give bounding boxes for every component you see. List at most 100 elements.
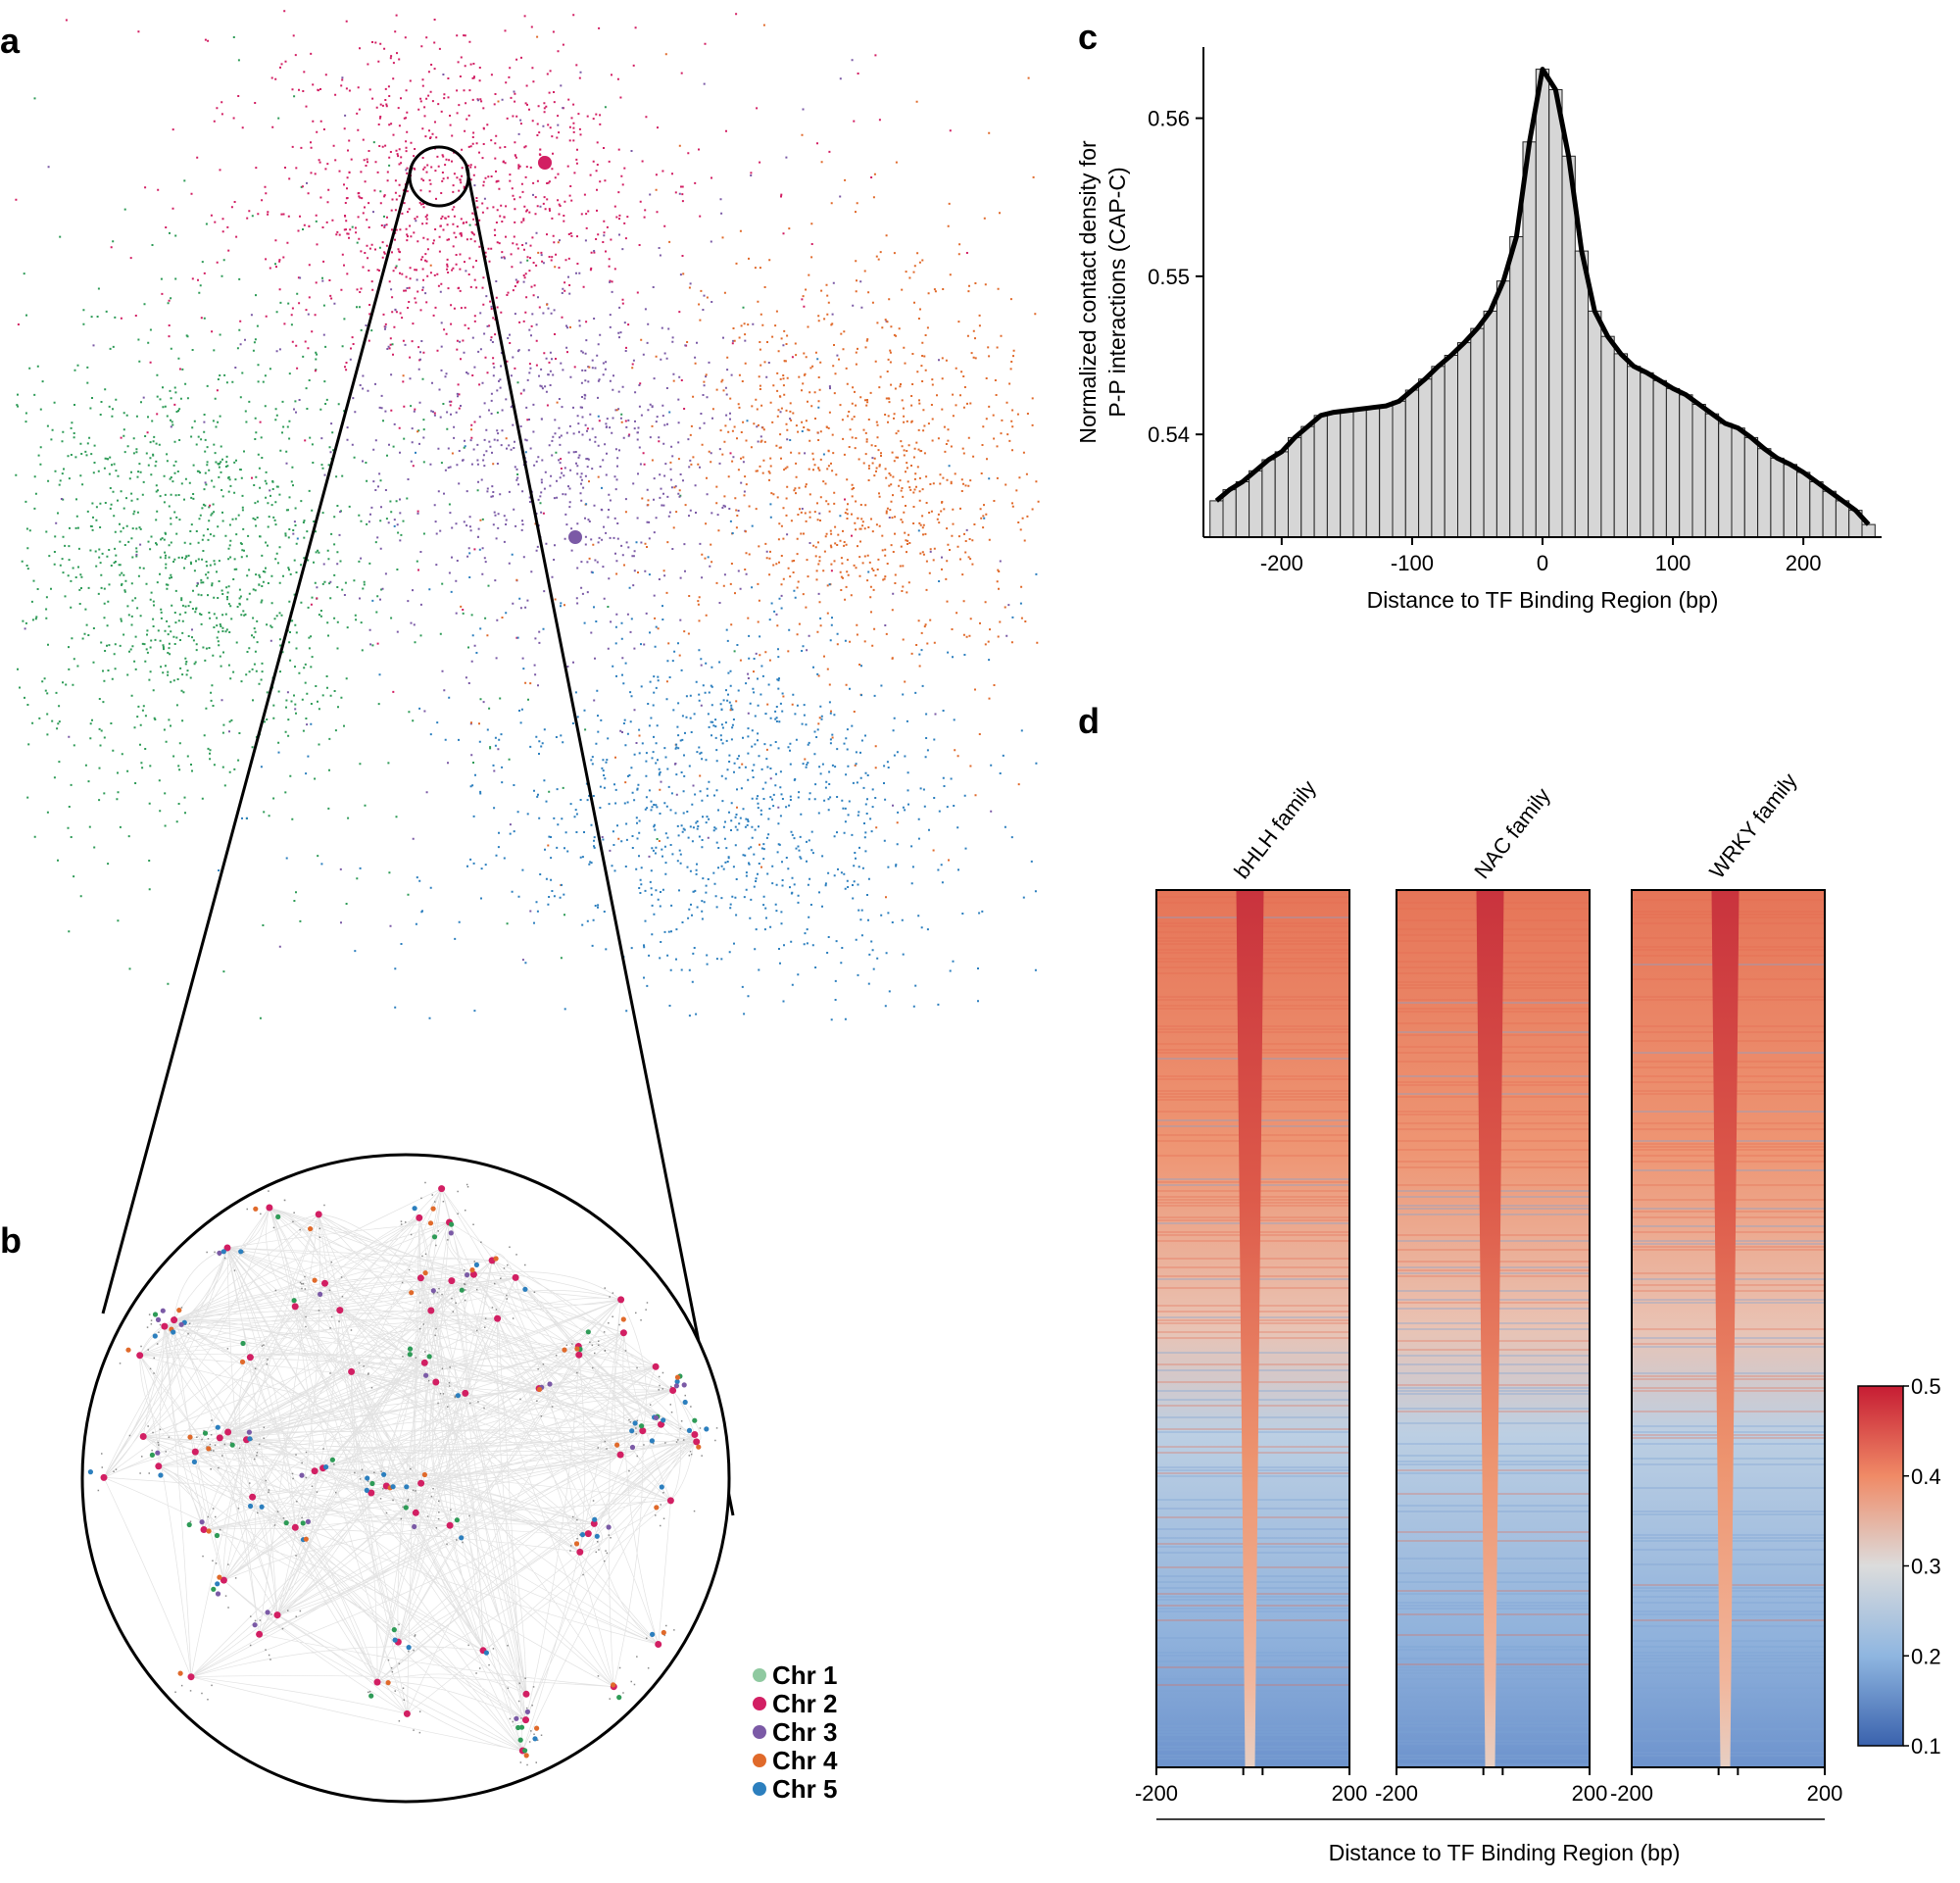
- network-node: [639, 1423, 645, 1429]
- hist-smooth-line: [1214, 67, 1871, 526]
- network-node: [620, 1316, 626, 1322]
- network-node: [246, 1429, 252, 1435]
- network-node: [364, 1487, 369, 1493]
- network-node: [406, 1645, 412, 1651]
- network-node: [661, 1629, 666, 1636]
- hist-bar: [1691, 404, 1706, 538]
- network-node: [616, 1695, 622, 1701]
- network-node: [318, 1291, 323, 1297]
- x-axis-label: Distance to TF Binding Region (bp): [1367, 587, 1719, 613]
- network-node: [454, 1517, 460, 1523]
- hist-bar: [1743, 436, 1759, 538]
- hist-bar: [1470, 327, 1485, 538]
- network-hub-node: [584, 1530, 592, 1538]
- network-hub-node: [171, 1316, 178, 1324]
- network-node: [430, 1206, 436, 1212]
- network-node: [412, 1523, 417, 1530]
- hist-bar: [1613, 353, 1628, 538]
- heatmap-center-signal: [1711, 890, 1740, 1767]
- hist-bar: [1704, 413, 1720, 538]
- network-hub-node: [427, 1307, 435, 1314]
- network-hub-node: [420, 1359, 428, 1366]
- network-node: [312, 1277, 318, 1283]
- network-node: [632, 1420, 638, 1426]
- network-node: [654, 1505, 660, 1511]
- network-node: [206, 1528, 212, 1534]
- x-tick-label: -100: [1391, 551, 1434, 575]
- network-node: [187, 1434, 193, 1440]
- network-hub-node: [576, 1548, 584, 1556]
- hist-bar: [1300, 425, 1315, 538]
- heatmap-noise-red: [1156, 896, 1349, 1686]
- hist-bar: [1809, 481, 1824, 538]
- hist-bar: [1392, 400, 1406, 538]
- scatter-series-chr3: [24, 59, 1010, 962]
- hist-bar: [1588, 310, 1602, 538]
- network-node: [448, 1230, 454, 1236]
- network-node: [514, 1715, 519, 1721]
- network-node: [152, 1312, 159, 1317]
- network-node: [592, 1516, 598, 1522]
- hist-bar: [1288, 436, 1302, 538]
- network-node: [275, 1214, 281, 1219]
- network-hub-node: [187, 1673, 195, 1681]
- heatmap-x-tick-label-left: -200: [1610, 1781, 1653, 1806]
- network-node: [265, 1610, 270, 1615]
- network-node: [412, 1206, 417, 1212]
- network-node: [299, 1472, 305, 1478]
- network-node: [155, 1316, 162, 1322]
- hist-bar: [1274, 451, 1289, 538]
- hist-bar: [1600, 335, 1615, 538]
- network-node: [303, 1536, 309, 1542]
- hist-bar: [1249, 470, 1263, 538]
- network-hub-node: [291, 1303, 299, 1311]
- panel-b-network: [82, 1181, 718, 1766]
- network-node: [238, 1249, 244, 1255]
- hist-bar: [1731, 427, 1745, 538]
- network-node: [686, 1427, 693, 1433]
- network-hub-node: [494, 1314, 502, 1322]
- network-hub-node: [438, 1185, 446, 1193]
- heatmap-title-1: bHLH family: [1229, 775, 1320, 883]
- network-node: [421, 1471, 427, 1478]
- network-hub-node: [336, 1307, 344, 1314]
- network-node: [524, 1709, 531, 1714]
- network-node: [547, 1381, 553, 1387]
- heatmap-2: NAC family -200 200: [1375, 783, 1607, 1806]
- network-hub-node: [249, 1493, 257, 1501]
- heatmap-frame: [1396, 889, 1591, 1768]
- network-hub-node: [522, 1716, 529, 1724]
- legend-label-5: Chr 5: [772, 1774, 837, 1804]
- hist-bar: [1444, 355, 1458, 538]
- network-node: [215, 1591, 221, 1597]
- network-node: [300, 1520, 306, 1526]
- network-node: [674, 1378, 680, 1385]
- network-hub-node: [448, 1277, 456, 1285]
- network-edge-paths: [103, 1188, 702, 1752]
- network-hub-node: [446, 1521, 454, 1529]
- legend-swatch-2: [753, 1697, 766, 1710]
- network-hub-node: [368, 1489, 375, 1497]
- network-node: [681, 1382, 687, 1388]
- network-hub-node: [652, 1363, 660, 1370]
- network-node: [215, 1424, 220, 1430]
- network-hub-node: [669, 1387, 677, 1394]
- hist-bar: [1483, 310, 1497, 538]
- hist-bar: [1757, 448, 1772, 538]
- network-hub-node: [139, 1433, 147, 1440]
- heatmap-noise-red: [1396, 890, 1590, 1665]
- network-hub-node: [200, 1526, 208, 1533]
- panel-label-d: d: [1078, 701, 1100, 741]
- network-node: [125, 1347, 131, 1353]
- hist-bar: [1326, 412, 1342, 538]
- network-node: [248, 1503, 254, 1510]
- network-hub-node: [619, 1329, 627, 1337]
- heatmap-x-tick-label-right: 200: [1807, 1781, 1843, 1806]
- hist-bar: [1365, 407, 1381, 538]
- hist-bar: [1522, 141, 1537, 538]
- network-hub-node: [348, 1367, 356, 1375]
- network-node: [291, 1298, 297, 1304]
- network-node: [214, 1532, 220, 1539]
- legend-swatch-5: [753, 1782, 766, 1796]
